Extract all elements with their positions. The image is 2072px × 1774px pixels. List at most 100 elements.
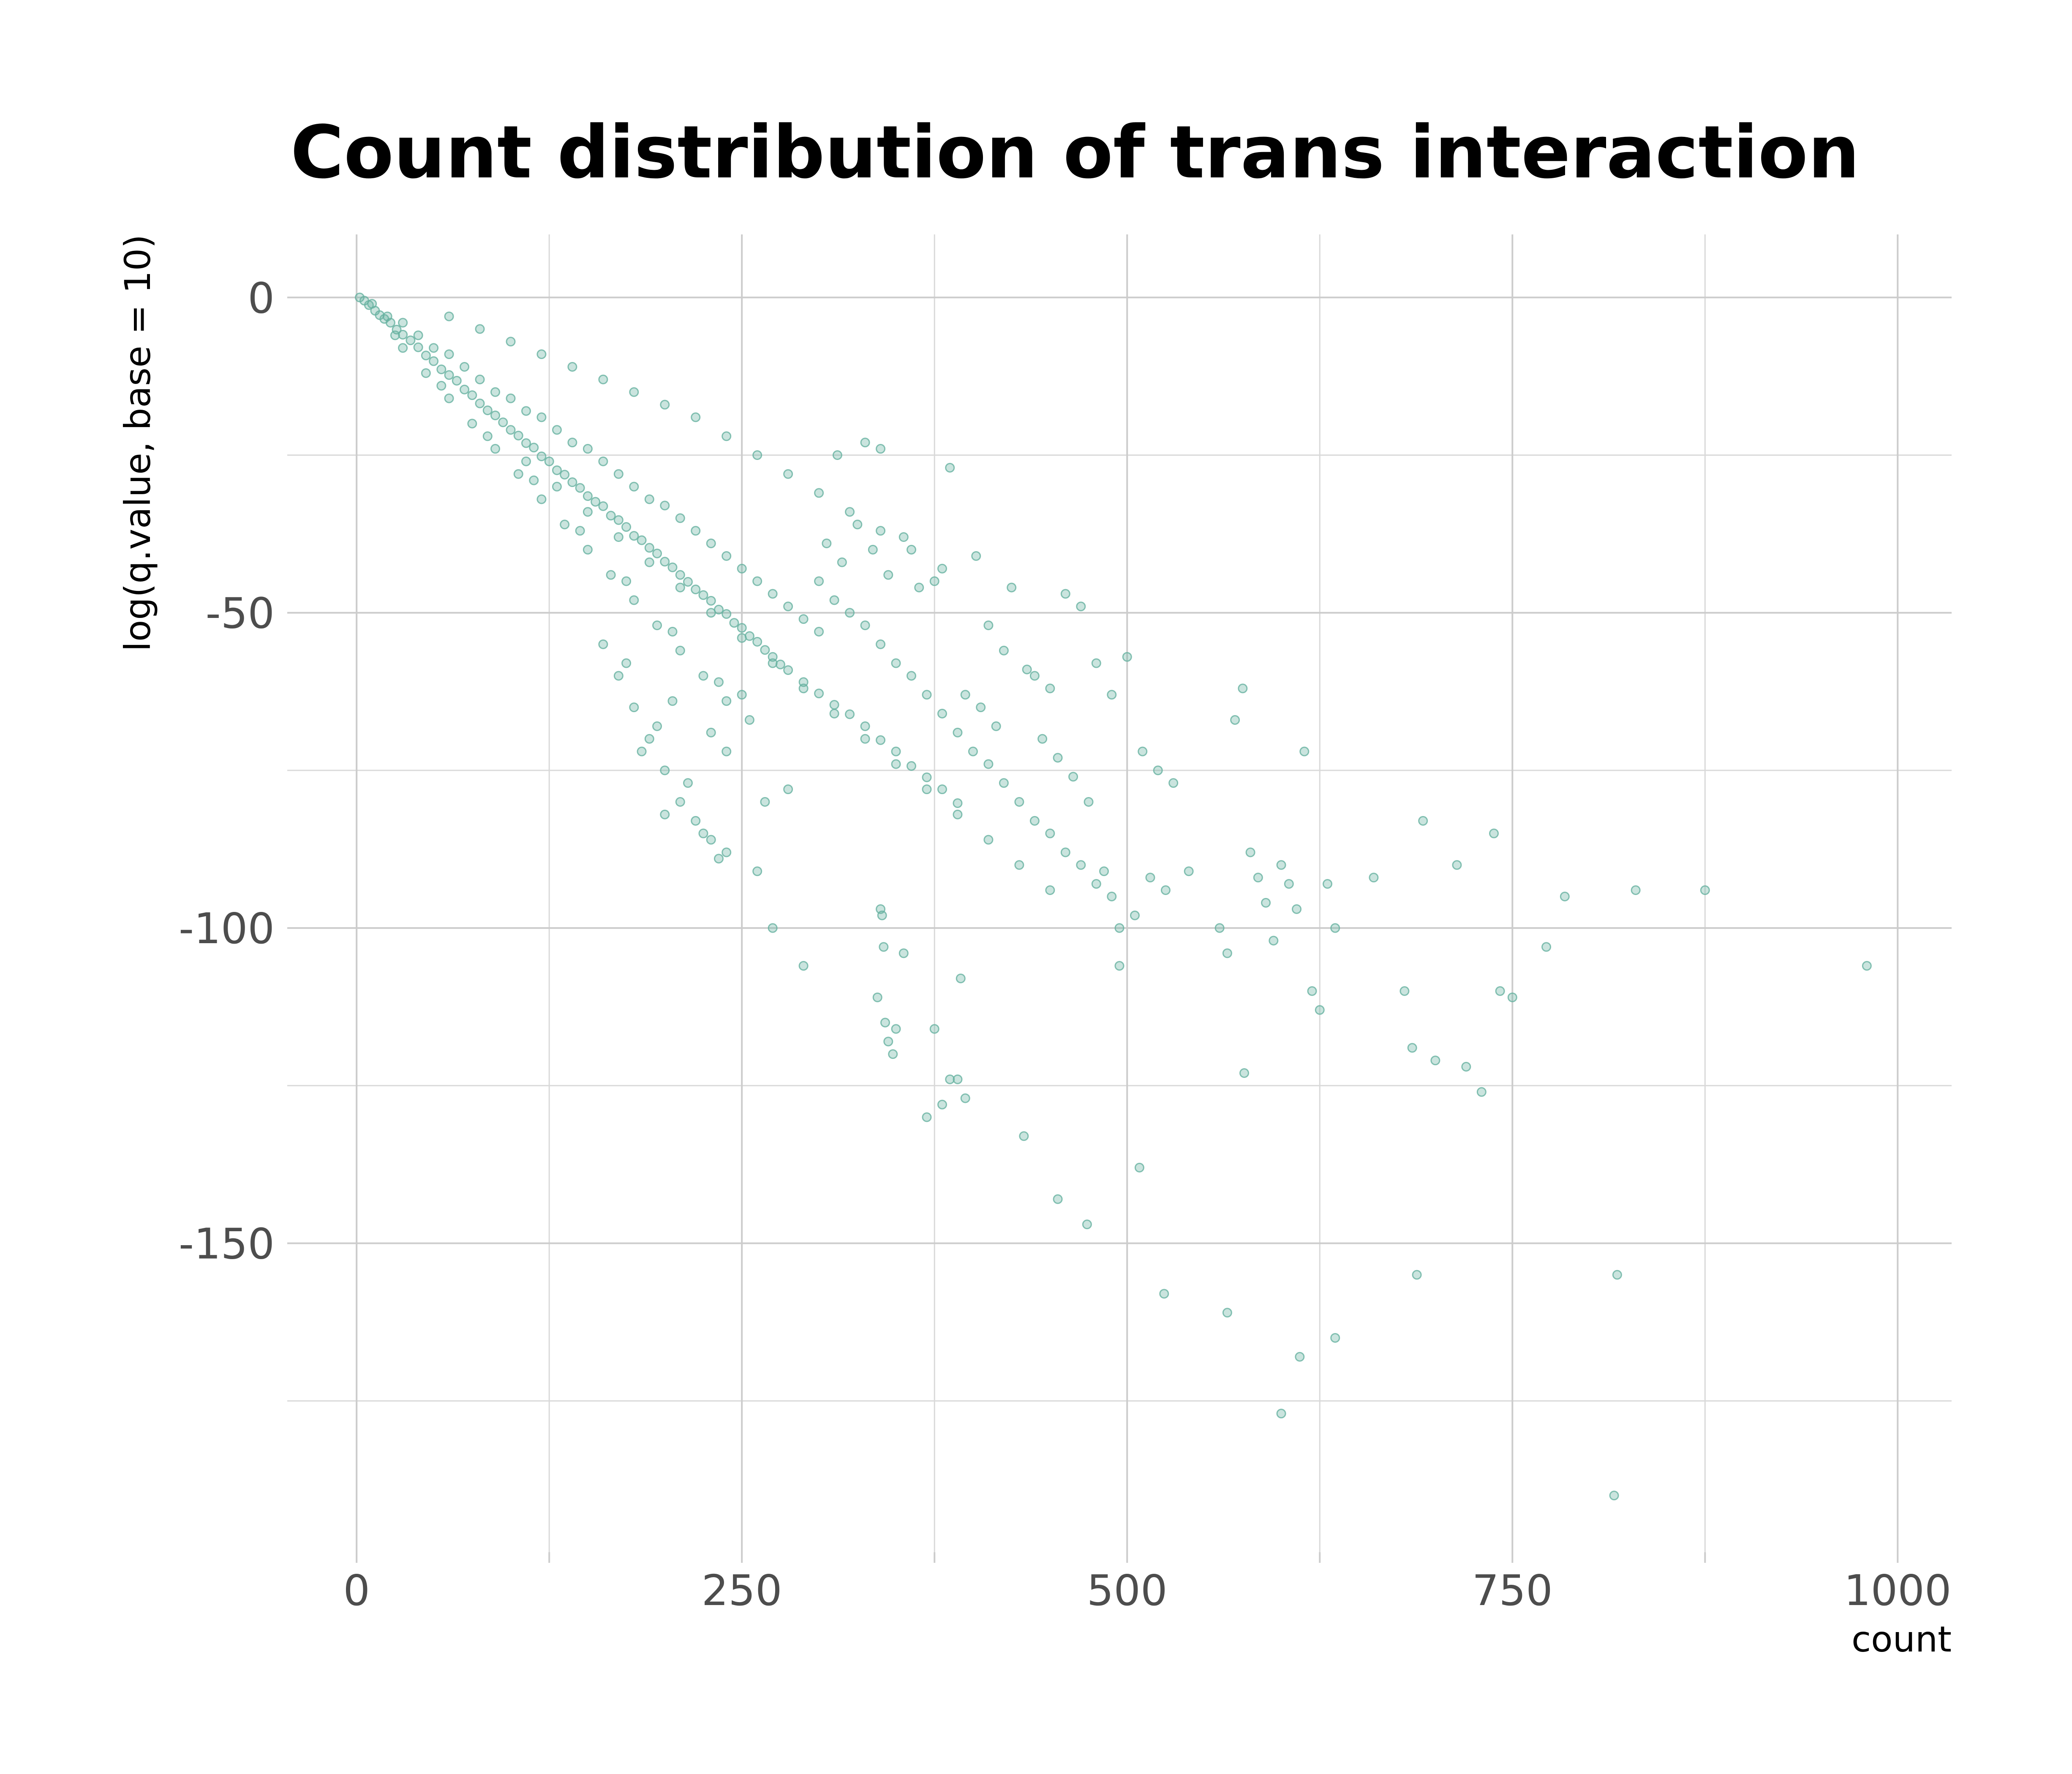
data-point [1114, 923, 1124, 933]
data-point [621, 658, 632, 668]
data-point [1560, 891, 1570, 901]
data-point [852, 520, 863, 530]
data-point [398, 329, 408, 340]
data-point [513, 469, 523, 479]
data-point [552, 425, 562, 435]
data-point [467, 419, 477, 429]
data-point [1029, 671, 1040, 681]
data-point [667, 696, 678, 706]
data-point [691, 412, 701, 422]
data-point [899, 532, 909, 542]
data-point [660, 557, 670, 567]
data-point [506, 425, 516, 435]
data-point [1037, 734, 1048, 744]
data-point [822, 538, 832, 548]
data-point [1029, 816, 1040, 826]
data-point [1076, 601, 1086, 612]
data-point [667, 562, 678, 572]
data-point [860, 438, 870, 448]
data-point [567, 477, 577, 487]
data-point [706, 538, 716, 548]
data-point [575, 483, 585, 493]
data-point [1412, 1270, 1422, 1280]
data-point [999, 778, 1009, 788]
data-point [536, 494, 547, 504]
data-point [752, 576, 762, 586]
data-point [798, 683, 809, 694]
data-point [544, 456, 554, 466]
data-point [606, 570, 616, 580]
data-point [879, 942, 889, 952]
data-point [1168, 778, 1179, 788]
data-point [529, 475, 539, 485]
data-point [436, 381, 447, 391]
data-point [891, 1024, 901, 1034]
data-point [398, 318, 408, 328]
data-point [1099, 866, 1109, 876]
data-point [691, 584, 701, 594]
data-point [888, 1049, 898, 1059]
data-point [1609, 1491, 1619, 1501]
data-point [1091, 658, 1101, 668]
data-point [829, 700, 839, 710]
data-point [1489, 828, 1499, 838]
data-point [1330, 1333, 1340, 1343]
data-point [953, 798, 963, 808]
data-point [1476, 1087, 1487, 1097]
data-point [929, 576, 939, 586]
data-point [1330, 923, 1340, 933]
data-point [953, 727, 963, 737]
data-point [814, 488, 824, 498]
data-point [675, 582, 685, 593]
data-point [652, 721, 662, 731]
data-point [877, 910, 887, 920]
data-point [907, 544, 916, 555]
data-point [1145, 873, 1155, 883]
data-point [876, 735, 886, 745]
data-point [560, 470, 570, 480]
data-point [713, 854, 724, 864]
data-point [536, 451, 547, 461]
data-point [591, 497, 601, 507]
data-point [467, 390, 477, 400]
data-point [691, 526, 701, 536]
data-point [1452, 860, 1462, 870]
x-tick-label: 250 [702, 1566, 782, 1615]
data-point [1045, 885, 1055, 895]
x-tick-label: 750 [1472, 1566, 1553, 1615]
data-point [521, 456, 531, 466]
data-point [1134, 1162, 1144, 1173]
data-point [1407, 1043, 1417, 1053]
data-point [1315, 1005, 1325, 1015]
data-point [482, 431, 493, 441]
data-points [354, 292, 1872, 1501]
data-point [1461, 1062, 1471, 1072]
data-point [498, 417, 508, 427]
data-point [860, 734, 870, 744]
data-point [832, 450, 842, 460]
data-point [1238, 683, 1248, 694]
data-point [621, 522, 632, 532]
data-point [829, 709, 839, 719]
data-point [868, 544, 878, 555]
data-point [907, 761, 916, 771]
data-point [452, 375, 462, 386]
data-point [1612, 1270, 1622, 1280]
data-point [413, 330, 423, 340]
data-point [891, 759, 901, 769]
data-point [644, 734, 654, 744]
data-point [490, 444, 500, 454]
data-point [698, 590, 708, 600]
data-point [521, 406, 531, 416]
data-point [567, 362, 577, 372]
data-point [937, 709, 947, 719]
data-point [675, 645, 685, 656]
data-point [1631, 885, 1641, 895]
data-point [1060, 847, 1070, 857]
data-point [644, 494, 654, 504]
data-point [1495, 986, 1505, 996]
data-point [706, 608, 716, 618]
data-point [783, 784, 793, 794]
data-point [675, 570, 685, 580]
data-point [598, 639, 608, 649]
